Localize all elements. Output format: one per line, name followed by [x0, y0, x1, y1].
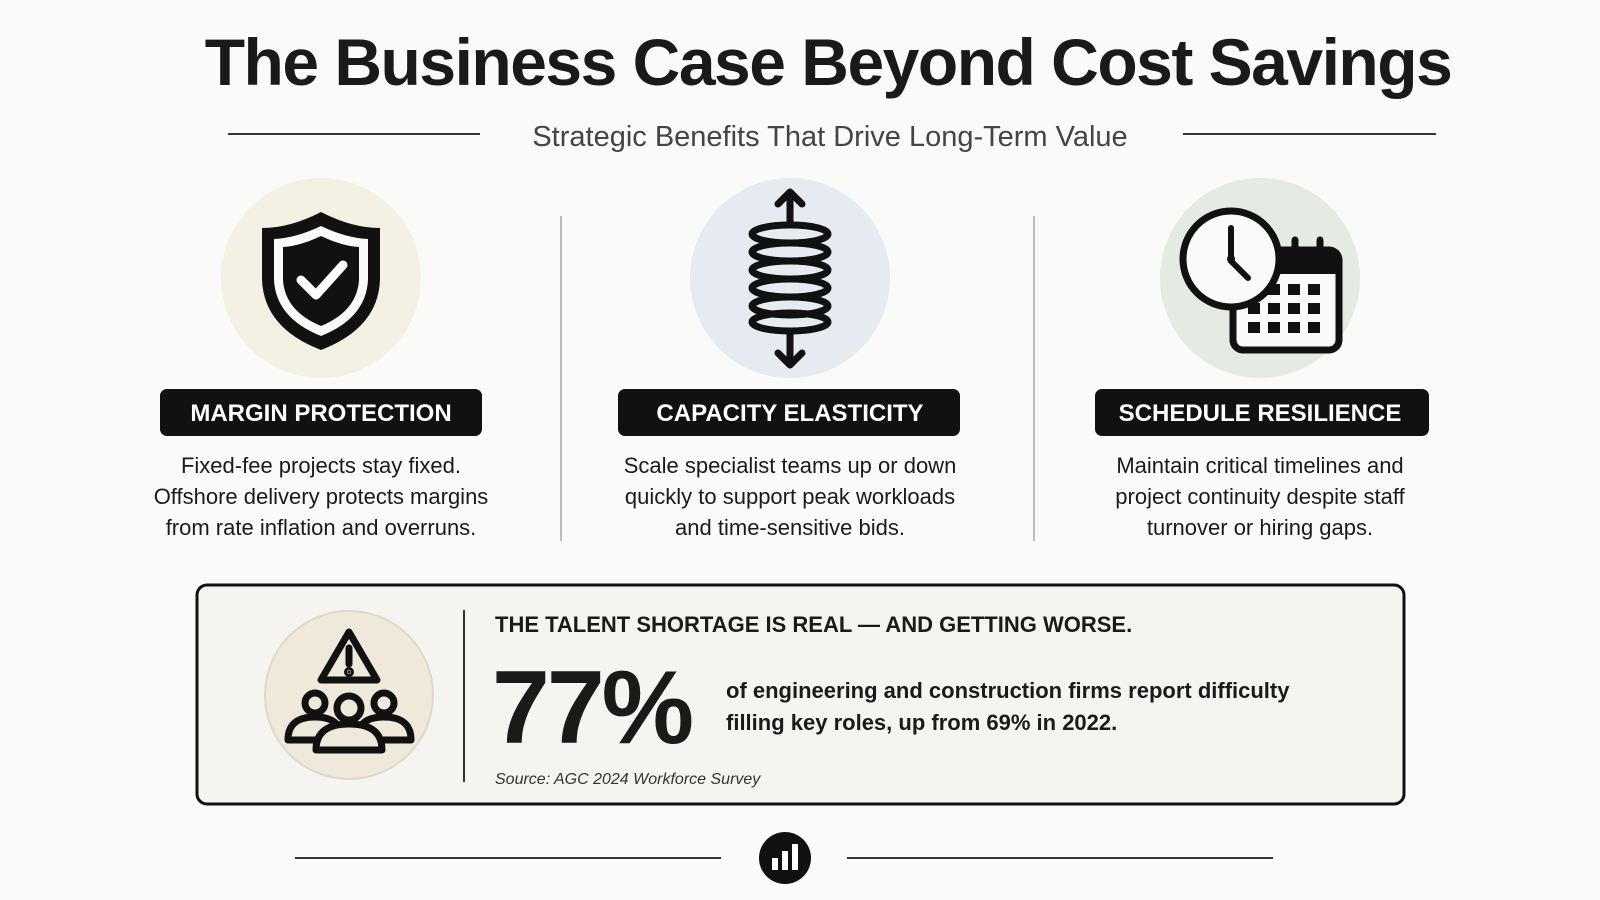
benefit-text: Maintain critical timelines and	[1116, 453, 1403, 478]
spring-icon	[748, 188, 832, 369]
title: The Business Case Beyond Cost Savings	[205, 25, 1452, 99]
benefit-text: turnover or hiring gaps.	[1147, 515, 1373, 540]
label-pill	[160, 389, 482, 436]
benefit-text: project continuity despite staff	[1115, 484, 1405, 509]
benefit-text: quickly to support peak workloads	[625, 484, 955, 509]
clock-calendar-icon	[1179, 207, 1343, 354]
benefit-text: Scale specialist teams up or down	[624, 453, 957, 478]
footer-icon	[759, 832, 811, 884]
callout-heading: THE TALENT SHORTAGE IS REAL — AND GETTIN…	[495, 612, 1132, 637]
subtitle: Strategic Benefits That Drive Long-Term …	[532, 121, 1127, 153]
label-pill	[618, 389, 960, 436]
benefit-label: CAPACITY ELASTICITY	[656, 400, 923, 427]
benefit-text: and time-sensitive bids.	[675, 515, 905, 540]
shield-icon	[262, 212, 380, 350]
benefit-text: Fixed-fee projects stay fixed.	[181, 453, 461, 478]
benefit-label: SCHEDULE RESILIENCE	[1119, 400, 1402, 427]
callout-text: filling key roles, up from 69% in 2022.	[726, 710, 1117, 735]
callout-box	[195, 583, 1406, 806]
warning-people-icon	[284, 628, 415, 754]
source: Source: AGC 2024 Workforce Survey	[495, 771, 761, 788]
benefit-text: Offshore delivery protects margins	[154, 484, 489, 509]
callout-text: of engineering and construction firms re…	[726, 678, 1290, 703]
stat: 77%	[492, 650, 692, 766]
benefit-text: from rate inflation and overruns.	[166, 515, 477, 540]
label-pill	[1095, 389, 1429, 436]
benefit-label: MARGIN PROTECTION	[190, 400, 451, 427]
